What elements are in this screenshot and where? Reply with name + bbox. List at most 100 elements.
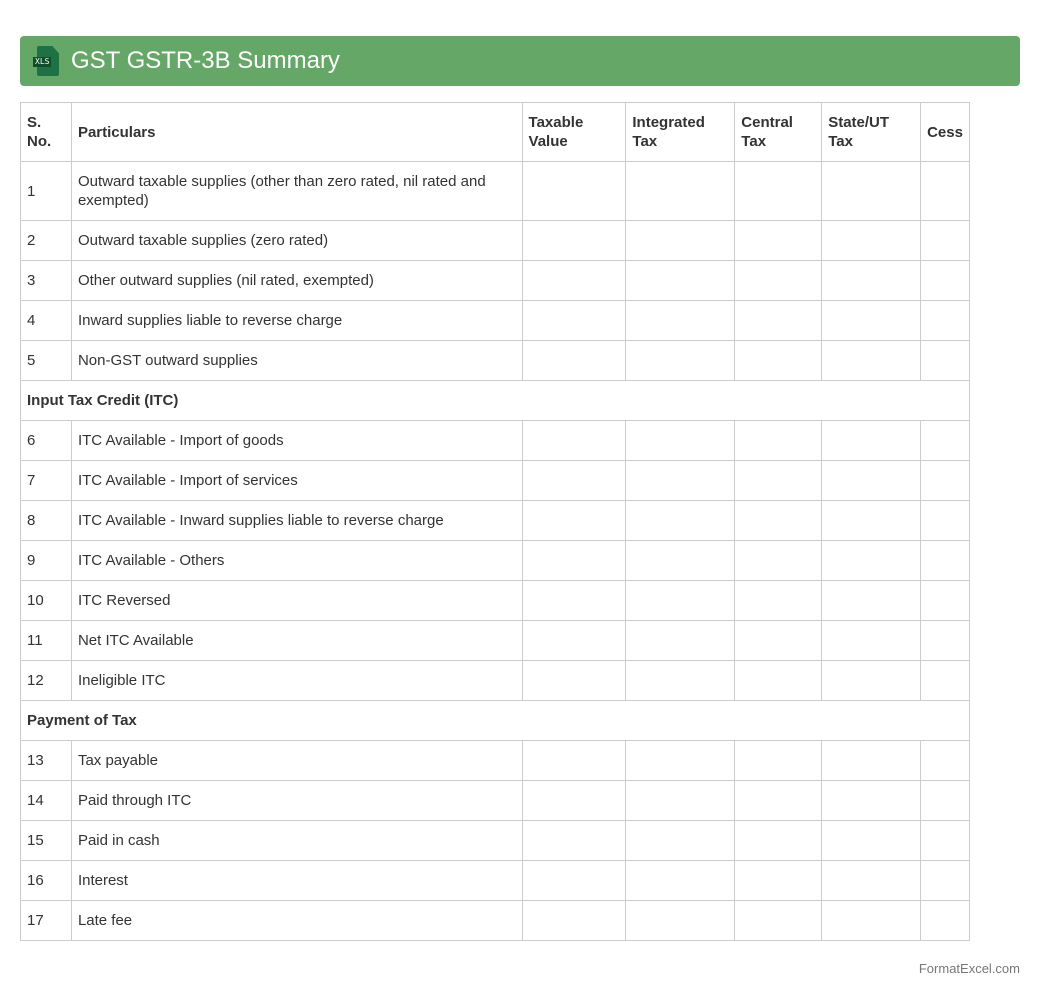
- value-cell[interactable]: [521, 740, 627, 781]
- value-cell[interactable]: [920, 220, 970, 261]
- value-cell[interactable]: [521, 300, 627, 341]
- value-cell[interactable]: [625, 161, 736, 221]
- value-cell[interactable]: [821, 260, 922, 301]
- value-cell[interactable]: [625, 820, 736, 861]
- value-cell[interactable]: [625, 580, 736, 621]
- value-cell[interactable]: [821, 300, 922, 341]
- column-header: Integrated Tax: [625, 102, 736, 162]
- value-cell[interactable]: [821, 740, 922, 781]
- value-cell[interactable]: [734, 780, 823, 821]
- value-cell[interactable]: [920, 620, 970, 661]
- value-cell[interactable]: [821, 580, 922, 621]
- value-cell[interactable]: [625, 460, 736, 501]
- row-particulars: ITC Available - Import of services: [70, 460, 523, 501]
- value-cell[interactable]: [920, 820, 970, 861]
- value-cell[interactable]: [521, 860, 627, 901]
- value-cell[interactable]: [625, 340, 736, 381]
- value-cell[interactable]: [625, 900, 736, 941]
- value-cell[interactable]: [821, 420, 922, 461]
- value-cell[interactable]: [920, 540, 970, 581]
- value-cell[interactable]: [920, 161, 970, 221]
- value-cell[interactable]: [521, 340, 627, 381]
- value-cell[interactable]: [625, 300, 736, 341]
- value-cell[interactable]: [821, 340, 922, 381]
- value-cell[interactable]: [521, 460, 627, 501]
- value-cell[interactable]: [625, 420, 736, 461]
- value-cell[interactable]: [521, 161, 627, 221]
- value-cell[interactable]: [821, 900, 922, 941]
- value-cell[interactable]: [521, 780, 627, 821]
- value-cell[interactable]: [521, 500, 627, 541]
- value-cell[interactable]: [521, 580, 627, 621]
- value-cell[interactable]: [734, 580, 823, 621]
- value-cell[interactable]: [920, 340, 970, 381]
- value-cell[interactable]: [521, 620, 627, 661]
- value-cell[interactable]: [521, 260, 627, 301]
- xls-file-icon: XLS: [33, 46, 59, 76]
- value-cell[interactable]: [821, 540, 922, 581]
- row-particulars: Ineligible ITC: [70, 660, 523, 701]
- value-cell[interactable]: [920, 780, 970, 821]
- value-cell[interactable]: [734, 540, 823, 581]
- value-cell[interactable]: [521, 660, 627, 701]
- value-cell[interactable]: [821, 820, 922, 861]
- value-cell[interactable]: [521, 900, 627, 941]
- value-cell[interactable]: [625, 500, 736, 541]
- value-cell[interactable]: [625, 660, 736, 701]
- row-particulars: ITC Available - Others: [70, 540, 523, 581]
- row-particulars: ITC Available - Import of goods: [70, 420, 523, 461]
- value-cell[interactable]: [920, 500, 970, 541]
- value-cell[interactable]: [734, 300, 823, 341]
- value-cell[interactable]: [521, 420, 627, 461]
- value-cell[interactable]: [625, 780, 736, 821]
- footer-brand[interactable]: FormatExcel.com: [918, 961, 1020, 976]
- column-header: Taxable Value: [521, 102, 627, 162]
- row-number: 10: [20, 580, 72, 621]
- value-cell[interactable]: [821, 460, 922, 501]
- value-cell[interactable]: [625, 860, 736, 901]
- value-cell[interactable]: [734, 820, 823, 861]
- header-banner: XLS GST GSTR-3B Summary: [20, 36, 1020, 86]
- value-cell[interactable]: [734, 620, 823, 661]
- value-cell[interactable]: [521, 220, 627, 261]
- value-cell[interactable]: [734, 740, 823, 781]
- value-cell[interactable]: [920, 860, 970, 901]
- value-cell[interactable]: [734, 340, 823, 381]
- value-cell[interactable]: [625, 740, 736, 781]
- table-row: 8 ITC Available - Inward supplies liable …: [20, 500, 970, 541]
- value-cell[interactable]: [734, 260, 823, 301]
- value-cell[interactable]: [734, 161, 823, 221]
- value-cell[interactable]: [734, 660, 823, 701]
- value-cell[interactable]: [821, 620, 922, 661]
- value-cell[interactable]: [920, 580, 970, 621]
- value-cell[interactable]: [625, 260, 736, 301]
- value-cell[interactable]: [625, 540, 736, 581]
- value-cell[interactable]: [920, 460, 970, 501]
- value-cell[interactable]: [920, 660, 970, 701]
- value-cell[interactable]: [920, 260, 970, 301]
- table-row: 16 Interest: [20, 860, 970, 901]
- value-cell[interactable]: [920, 900, 970, 941]
- value-cell[interactable]: [734, 500, 823, 541]
- value-cell[interactable]: [920, 420, 970, 461]
- value-cell[interactable]: [734, 220, 823, 261]
- value-cell[interactable]: [821, 220, 922, 261]
- value-cell[interactable]: [521, 540, 627, 581]
- value-cell[interactable]: [625, 620, 736, 661]
- value-cell[interactable]: [821, 660, 922, 701]
- value-cell[interactable]: [734, 900, 823, 941]
- value-cell[interactable]: [521, 820, 627, 861]
- value-cell[interactable]: [821, 161, 922, 221]
- value-cell[interactable]: [920, 300, 970, 341]
- value-cell[interactable]: [625, 220, 736, 261]
- value-cell[interactable]: [821, 500, 922, 541]
- value-cell[interactable]: [734, 420, 823, 461]
- value-cell[interactable]: [734, 460, 823, 501]
- value-cell[interactable]: [821, 780, 922, 821]
- value-cell[interactable]: [821, 860, 922, 901]
- row-number: 13: [20, 740, 72, 781]
- value-cell[interactable]: [920, 740, 970, 781]
- row-number: 11: [20, 620, 72, 661]
- section-row: Payment of Tax: [20, 700, 970, 741]
- value-cell[interactable]: [734, 860, 823, 901]
